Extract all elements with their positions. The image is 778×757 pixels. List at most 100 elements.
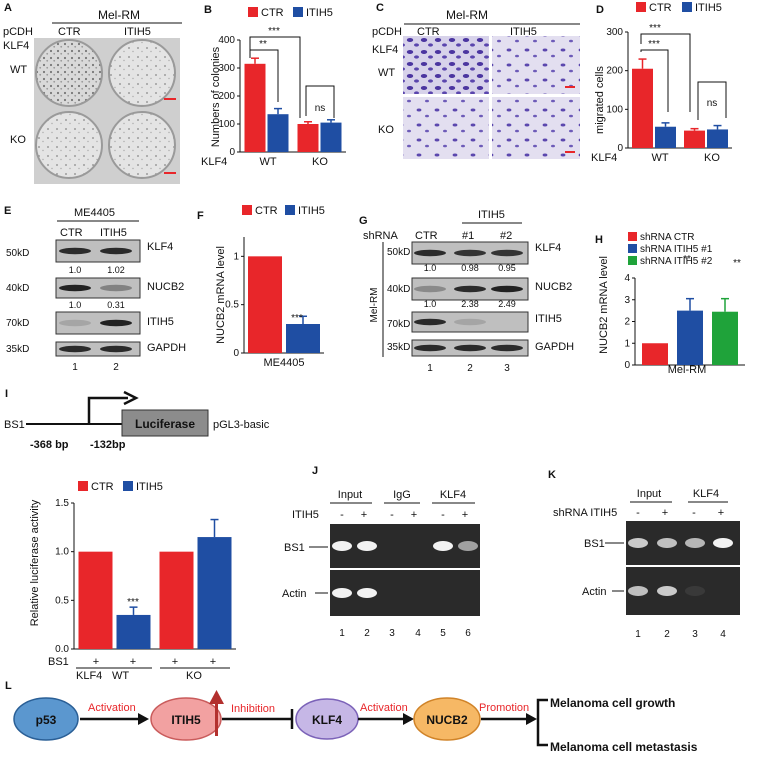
panel-d-sig-2: *** bbox=[648, 39, 660, 50]
panel-j-lane-4: 4 bbox=[415, 628, 421, 639]
blot-band bbox=[414, 285, 446, 293]
panel-g-protein-gapdh: GAPDH bbox=[535, 341, 574, 353]
panel-i-pos-132: -132bp bbox=[90, 439, 126, 451]
bar-ctr bbox=[684, 130, 705, 148]
blot-band bbox=[100, 284, 132, 292]
gel-band bbox=[657, 538, 677, 548]
panel-e-marker-50: 50kD bbox=[6, 248, 29, 259]
gel-strip bbox=[330, 570, 480, 616]
panel-c-scalebar-2 bbox=[565, 151, 575, 153]
bar-itih5 bbox=[320, 122, 342, 152]
activation-label-1: Activation bbox=[88, 702, 136, 714]
blot-band bbox=[59, 345, 91, 353]
arrow-nucb2-outcomes-head bbox=[526, 713, 537, 725]
blot-band bbox=[414, 318, 446, 326]
klf4-label: KLF4 bbox=[312, 713, 342, 727]
panel-a-plate-wt-itih5 bbox=[108, 39, 176, 107]
blot-band bbox=[454, 249, 486, 257]
panel-e-q2-lane2: 0.31 bbox=[107, 300, 125, 310]
panel-b-bracket-2 bbox=[249, 36, 301, 118]
bar-itih5 bbox=[707, 129, 728, 148]
bar-ctr bbox=[248, 256, 282, 353]
bar-itih5 bbox=[286, 324, 320, 353]
outcome-bracket bbox=[536, 698, 548, 747]
panel-g-protein-nucb2: NUCB2 bbox=[535, 281, 572, 293]
panel-j-sign-4: + bbox=[411, 509, 417, 521]
panel-i-wt: WT bbox=[112, 670, 129, 682]
gel-band bbox=[657, 586, 677, 596]
panel-l-letter: L bbox=[5, 680, 12, 692]
blot-band bbox=[414, 249, 446, 257]
panel-e-protein-klf4: KLF4 bbox=[147, 241, 173, 253]
panel-j-lane-6: 6 bbox=[465, 628, 471, 639]
panel-e-marker-70: 70kD bbox=[6, 318, 29, 329]
panel-a-col-itih5: ITIH5 bbox=[124, 26, 151, 38]
panel-b-legend-ctr: CTR bbox=[261, 7, 284, 19]
panel-b-group-wt: WT bbox=[259, 156, 276, 168]
y-tick-label: 1 bbox=[624, 338, 630, 349]
panel-b-ylabel: Numbers of colonies bbox=[210, 46, 222, 147]
panel-g-q1-lane2: 0.98 bbox=[461, 263, 479, 273]
panel-f-chart: 00.51 bbox=[225, 237, 324, 359]
panel-g-itih5: ITIH5 bbox=[478, 209, 505, 221]
up-arrow-shaft bbox=[215, 700, 218, 736]
panel-a-plate-wt-ctr bbox=[35, 39, 103, 107]
panel-e-protein-nucb2: NUCB2 bbox=[147, 281, 184, 293]
panel-i-legend-itih5-swatch bbox=[123, 481, 133, 491]
bar-itih5 bbox=[116, 614, 151, 649]
panel-e-blots bbox=[55, 239, 141, 357]
panel-i-plus-2: + bbox=[130, 656, 136, 668]
panel-b-sig-1: ** bbox=[259, 39, 267, 50]
panel-d-bracket-2 bbox=[640, 49, 669, 112]
panel-j-sign-6: + bbox=[462, 509, 468, 521]
panel-b-sig-3: ns bbox=[315, 103, 326, 114]
panel-f-sig: *** bbox=[291, 313, 303, 324]
blot-band bbox=[491, 249, 523, 257]
panel-i-luciferase: Luciferase bbox=[135, 417, 195, 431]
y-tick-label: 1 bbox=[233, 251, 239, 262]
panel-e-protein-gapdh: GAPDH bbox=[147, 342, 186, 354]
gel-band bbox=[332, 588, 352, 598]
blot-strip bbox=[55, 277, 141, 299]
gel-band bbox=[685, 586, 705, 596]
y-tick-label: 3 bbox=[624, 295, 630, 306]
panel-j-group-klf4: KLF4 bbox=[440, 489, 466, 501]
panel-i-bs1-row: BS1 bbox=[48, 656, 69, 668]
panel-c-row-wt: WT bbox=[378, 67, 395, 79]
blot-band bbox=[454, 318, 486, 326]
outcome-metastasis: Melanoma cell metastasis bbox=[550, 740, 698, 754]
panel-j-lane-3: 3 bbox=[389, 628, 395, 639]
y-tick-label: 4 bbox=[624, 273, 630, 284]
gel-band bbox=[685, 538, 705, 548]
panel-k-lane-4: 4 bbox=[720, 629, 726, 640]
blot-band bbox=[491, 285, 523, 293]
panel-a-pcdh: pCDH bbox=[3, 26, 33, 38]
panel-d-legend-ctr: CTR bbox=[649, 2, 672, 14]
panel-c-title: Mel-RM bbox=[446, 8, 488, 22]
panel-c-image-wt-itih5 bbox=[492, 36, 580, 94]
y-tick-label: 0.5 bbox=[225, 300, 239, 311]
gel-band bbox=[628, 586, 648, 596]
panel-f-legend-itih5-swatch bbox=[285, 205, 295, 215]
panel-e-protein-itih5: ITIH5 bbox=[147, 316, 174, 328]
panel-j-sign-3: - bbox=[390, 509, 394, 521]
panel-i-chart: 0.0 0.5 1.0 1.5 bbox=[55, 498, 236, 655]
panel-e-col-itih5: ITIH5 bbox=[100, 227, 127, 239]
panel-i-promoter-arrow bbox=[87, 396, 128, 424]
gel-band bbox=[332, 541, 352, 551]
y-tick-label: 0 bbox=[617, 143, 623, 154]
panel-k-sign-4: + bbox=[718, 507, 724, 519]
panel-i-ko: KO bbox=[186, 670, 202, 682]
panel-c-col-ctr: CTR bbox=[417, 26, 440, 38]
panel-e-marker-40: 40kD bbox=[6, 283, 29, 294]
panel-a-row-wt: WT bbox=[10, 64, 27, 76]
y-tick-label: 300 bbox=[218, 63, 235, 74]
panel-b-group-ko: KO bbox=[312, 156, 328, 168]
panel-g-marker-50: 50kD bbox=[387, 247, 410, 258]
blot-band bbox=[454, 285, 486, 293]
panel-h-xlabel: Mel-RM bbox=[668, 364, 707, 376]
panel-d-bracket-3 bbox=[697, 81, 727, 120]
panel-b-legend-itih5: ITIH5 bbox=[306, 7, 333, 19]
panel-h-legend-1: shRNA ITIH5 #1 bbox=[640, 244, 713, 255]
